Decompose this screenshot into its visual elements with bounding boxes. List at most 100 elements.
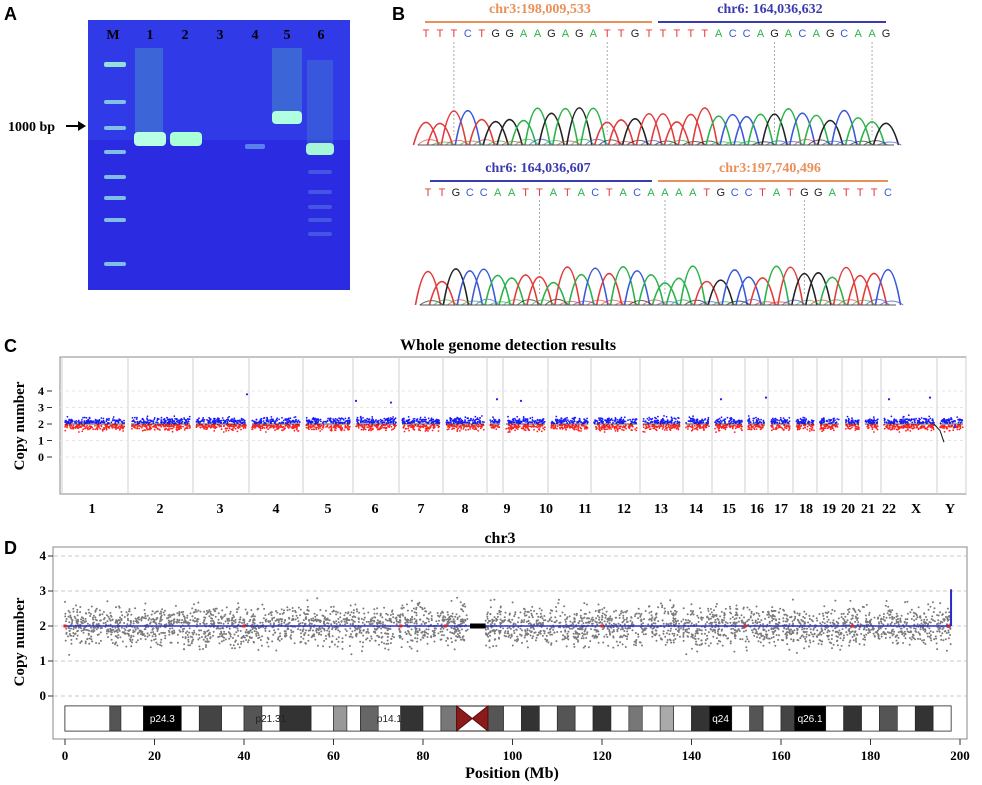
cn-point bbox=[957, 418, 959, 421]
base-letter: T bbox=[646, 28, 653, 40]
cn-point bbox=[427, 422, 430, 424]
cn-point bbox=[833, 424, 836, 426]
cn-point bbox=[632, 418, 634, 421]
cn-point bbox=[741, 425, 743, 428]
cn-point bbox=[424, 416, 426, 419]
cn-point bbox=[222, 431, 225, 433]
cn-point bbox=[840, 613, 843, 615]
cn-point bbox=[157, 418, 160, 420]
cn-point bbox=[329, 417, 331, 420]
base-letter: T bbox=[606, 187, 613, 199]
chrom-label: 7 bbox=[418, 502, 425, 517]
cn-point bbox=[701, 421, 704, 424]
cn-point bbox=[257, 632, 260, 635]
cn-point bbox=[709, 617, 712, 620]
cn-point bbox=[106, 419, 109, 421]
cn-point bbox=[508, 424, 511, 427]
cn-point bbox=[360, 418, 363, 421]
cn-point bbox=[468, 421, 471, 424]
cn-point bbox=[930, 424, 933, 427]
base-letter: A bbox=[647, 187, 655, 199]
cn-point bbox=[211, 424, 214, 426]
trace-noise bbox=[781, 299, 807, 306]
gel-lane-label: 2 bbox=[182, 28, 189, 43]
cn-point bbox=[577, 424, 580, 427]
cn-point bbox=[771, 420, 773, 422]
trace-peak bbox=[846, 274, 874, 306]
cn-point bbox=[685, 426, 687, 429]
trace-peak bbox=[707, 279, 735, 306]
cn-point bbox=[261, 425, 263, 427]
trace-noise bbox=[445, 139, 470, 146]
cn-point bbox=[884, 637, 887, 639]
cn-point bbox=[64, 425, 66, 428]
cn-point bbox=[99, 639, 102, 642]
bottom-chromatogram bbox=[414, 200, 904, 306]
cn-point bbox=[337, 421, 340, 424]
cn-point bbox=[405, 427, 407, 430]
cn-point bbox=[390, 421, 393, 423]
cn-point bbox=[565, 420, 567, 423]
cn-point bbox=[168, 424, 171, 426]
cn-point bbox=[83, 421, 86, 424]
cn-point bbox=[321, 426, 324, 428]
cn-point bbox=[873, 426, 876, 428]
cn-point bbox=[381, 616, 384, 619]
cn-point bbox=[542, 427, 545, 430]
cn-point bbox=[82, 416, 84, 419]
cn-point bbox=[319, 427, 321, 429]
cn-point bbox=[138, 422, 141, 424]
cn-point bbox=[805, 418, 807, 421]
cn-point bbox=[146, 428, 149, 431]
cn-point bbox=[921, 424, 923, 427]
cn-point bbox=[922, 425, 925, 428]
cn-point bbox=[136, 427, 139, 430]
cn-point bbox=[776, 421, 779, 424]
cn-point bbox=[845, 626, 847, 629]
cn-point bbox=[98, 418, 101, 421]
cn-point bbox=[647, 623, 650, 626]
base-letter: C bbox=[743, 28, 751, 40]
cn-point bbox=[72, 427, 75, 430]
cn-point bbox=[514, 429, 516, 432]
cn-point bbox=[419, 418, 421, 421]
trace-peak bbox=[426, 122, 454, 146]
cn-point bbox=[721, 425, 724, 428]
cn-point bbox=[364, 419, 367, 421]
cn-point bbox=[932, 426, 935, 429]
cn-point bbox=[85, 420, 88, 422]
base-letter: T bbox=[478, 28, 485, 40]
chrom-label: 5 bbox=[325, 502, 332, 517]
cn-point bbox=[225, 430, 228, 432]
cn-point bbox=[224, 421, 227, 424]
cn-point bbox=[245, 628, 248, 631]
cn-point bbox=[830, 642, 833, 645]
cn-point bbox=[173, 426, 175, 428]
cn-point bbox=[752, 419, 755, 422]
cn-point bbox=[710, 611, 713, 614]
cn-point bbox=[657, 419, 660, 422]
trace-peak bbox=[705, 115, 733, 146]
cn-point bbox=[685, 422, 687, 424]
cn-point bbox=[292, 425, 295, 427]
cn-point bbox=[311, 425, 314, 428]
cn-point bbox=[752, 421, 755, 424]
cn-point bbox=[420, 425, 422, 428]
cn-point bbox=[631, 425, 634, 428]
cn-point bbox=[239, 419, 241, 422]
cn-point bbox=[795, 425, 798, 428]
cn-point bbox=[943, 419, 946, 421]
cn-point bbox=[355, 425, 358, 427]
trace-noise bbox=[765, 140, 791, 146]
cn-point bbox=[437, 632, 440, 635]
cn-point bbox=[448, 426, 451, 429]
cn-point bbox=[152, 425, 154, 428]
cn-point bbox=[472, 418, 475, 421]
base-letter: C bbox=[884, 187, 892, 199]
cn-point bbox=[225, 419, 228, 421]
cn-point bbox=[853, 626, 856, 629]
cn-point bbox=[836, 418, 839, 420]
cn-point bbox=[461, 424, 464, 426]
cn-point bbox=[606, 428, 609, 430]
cn-point bbox=[242, 640, 245, 643]
